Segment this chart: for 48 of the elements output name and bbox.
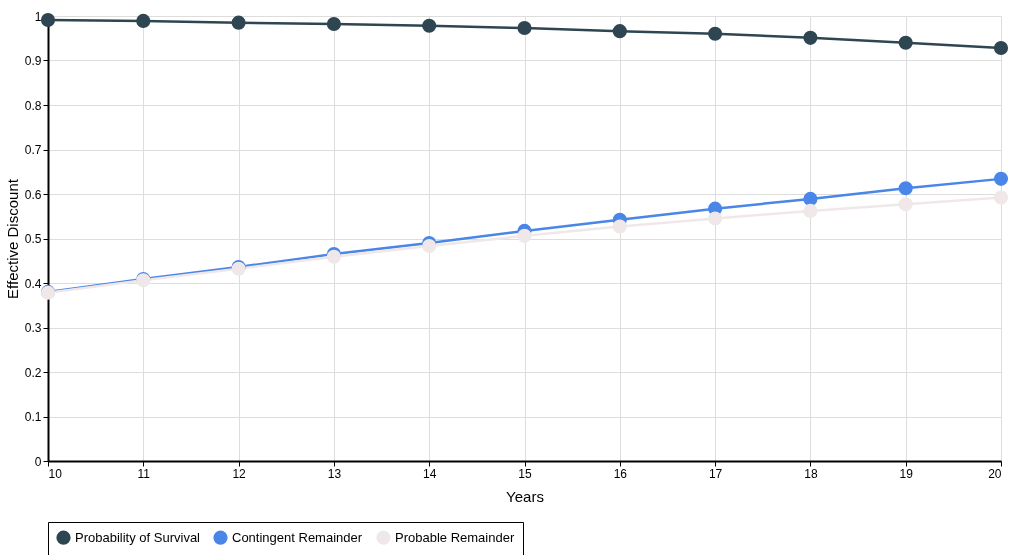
point [422, 239, 437, 254]
point [803, 30, 818, 45]
y-tick-label: 0.6 [24, 187, 42, 202]
y-tick-label: 0.8 [24, 98, 42, 113]
x-tick-label: 17 [708, 466, 723, 481]
legend-label: Probability of Survival [75, 529, 201, 545]
x-tick-label: 14 [423, 466, 437, 481]
point [708, 26, 723, 41]
point [326, 16, 341, 32]
point [898, 35, 913, 50]
y-tick-label: 0 [34, 454, 42, 469]
x-tick-label: 11 [137, 466, 151, 481]
y-tick-label: 0.3 [24, 321, 42, 335]
legend-label: Probable Remainder [395, 529, 515, 545]
point [803, 191, 818, 206]
point [612, 219, 627, 234]
point [517, 20, 532, 36]
point [231, 15, 246, 30]
y-tick-label: 0.4 [24, 276, 42, 291]
point [136, 13, 151, 28]
point [898, 181, 913, 196]
x-axis-title: Years [506, 487, 544, 505]
y-tick-label: 1 [34, 9, 42, 24]
x-tick-label: 20 [988, 466, 1002, 481]
point [898, 197, 913, 212]
y-tick-label: 0.9 [24, 54, 42, 68]
x-tick-label: 12 [232, 466, 247, 481]
point [993, 40, 1009, 56]
x-tick-label: 18 [804, 466, 818, 481]
point [993, 171, 1009, 186]
x-tick-label: 15 [518, 466, 532, 481]
legend-label: Contingent Remainder [232, 529, 363, 545]
point [993, 190, 1009, 205]
point [708, 211, 723, 226]
y-tick-label: 0.2 [24, 365, 42, 380]
y-tick-label: 0.5 [24, 232, 42, 246]
x-tick-label: 13 [327, 466, 342, 481]
y-tick-label: 0.1 [24, 410, 42, 424]
point [517, 228, 532, 243]
x-tick-label: 10 [48, 466, 63, 481]
x-tick-label: 19 [899, 466, 914, 481]
y-axis-title: Effective Discount [3, 178, 21, 299]
point [422, 18, 437, 33]
x-tick-label: 16 [613, 466, 628, 481]
point [803, 203, 818, 218]
point [612, 24, 627, 39]
point [40, 12, 56, 28]
y-tick-label: 0.7 [24, 143, 42, 157]
